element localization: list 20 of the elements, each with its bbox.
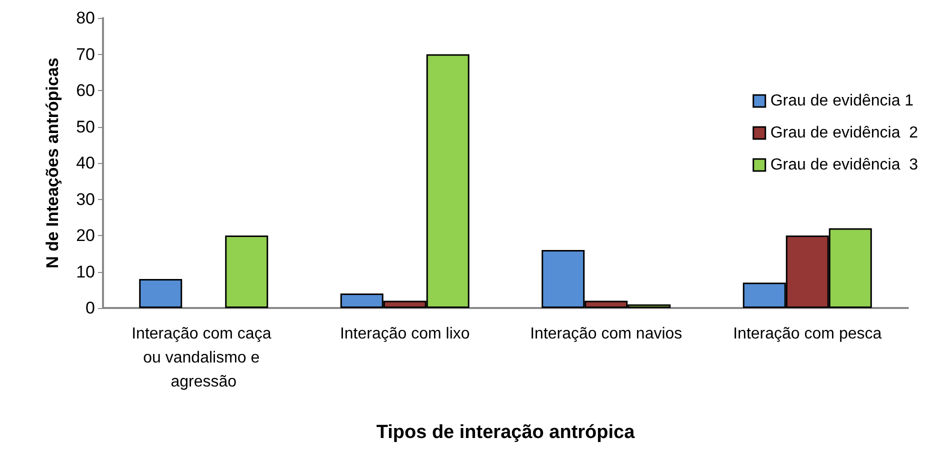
y-tick-label: 0 xyxy=(86,298,95,318)
y-tick-label: 80 xyxy=(76,8,95,28)
legend-label: Grau de evidência 2 xyxy=(770,124,918,142)
bar xyxy=(225,236,268,308)
y-tick-label: 60 xyxy=(76,81,95,100)
y-tick-label: 10 xyxy=(76,262,95,282)
x-tick-label: Interação com pesca xyxy=(733,326,882,342)
x-tick-label: Interação com navios xyxy=(530,326,682,342)
legend-label: Grau de evidência 3 xyxy=(770,156,918,174)
y-tick-label: 40 xyxy=(76,154,95,172)
bar xyxy=(139,279,182,308)
x-tick-label: Interação com caça ou vandalismo e agressão xyxy=(132,326,276,390)
y-tick-label: 50 xyxy=(76,117,95,136)
y-tick-label: 20 xyxy=(76,226,95,245)
x-tick-label: Interação com lixo xyxy=(340,326,470,342)
y-axis-title: N de Inteações antrópicas xyxy=(43,58,62,268)
legend-label: Grau de evidência 1 xyxy=(770,92,914,110)
y-tick-label: 70 xyxy=(76,44,95,64)
x-axis-title: Tipos de interação antrópica xyxy=(376,422,636,443)
y-tick-label: 30 xyxy=(76,190,95,209)
